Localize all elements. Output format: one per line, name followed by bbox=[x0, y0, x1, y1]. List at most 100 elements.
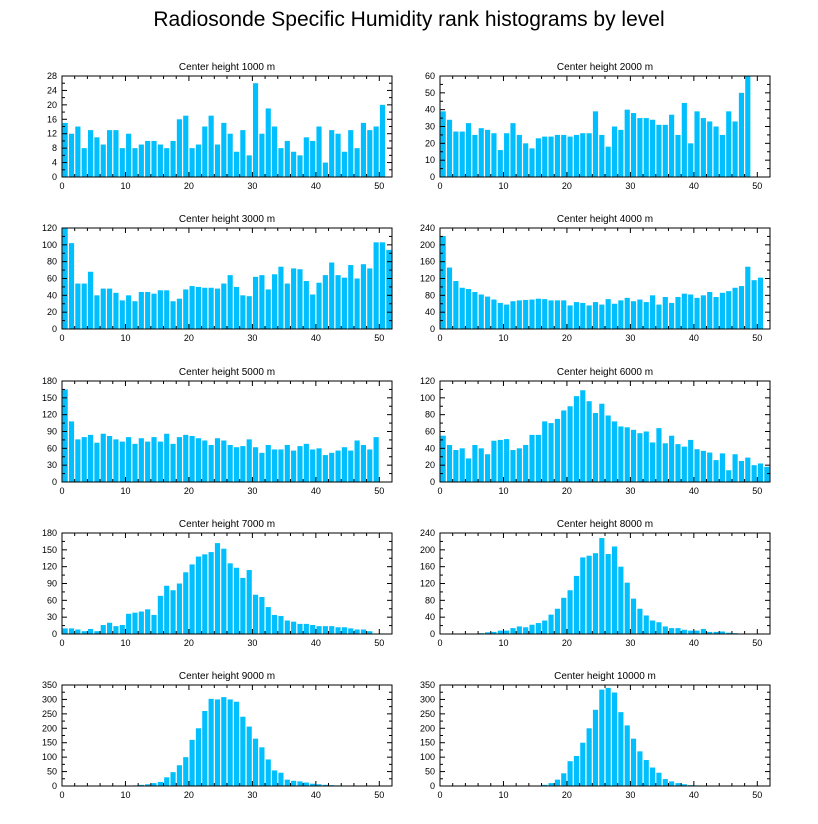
bar bbox=[75, 629, 81, 634]
y-tick-label: 80 bbox=[425, 410, 435, 420]
bar bbox=[68, 421, 75, 482]
bar bbox=[535, 298, 541, 329]
bar bbox=[157, 781, 163, 786]
x-tick-label: 50 bbox=[374, 181, 384, 191]
bar bbox=[335, 450, 341, 482]
bar bbox=[529, 624, 535, 634]
bar bbox=[732, 454, 738, 482]
bar bbox=[650, 295, 656, 329]
x-tick-label: 0 bbox=[59, 181, 64, 191]
y-tick-label: 150 bbox=[42, 545, 57, 555]
y-tick-label: 50 bbox=[425, 767, 435, 777]
bar bbox=[195, 438, 202, 482]
x-tick-label: 40 bbox=[689, 638, 699, 648]
bar bbox=[164, 585, 170, 634]
bar bbox=[561, 773, 567, 786]
y-tick-label: 80 bbox=[425, 595, 435, 605]
bar bbox=[170, 443, 176, 482]
bar bbox=[138, 291, 144, 329]
bar bbox=[738, 286, 745, 329]
bar bbox=[675, 628, 681, 634]
bar bbox=[732, 121, 738, 177]
bar bbox=[713, 297, 719, 329]
bar bbox=[637, 118, 643, 177]
bar bbox=[554, 300, 560, 329]
panel-9: Center height 9000 m 0 10 20 30 40 50 0 50 100 150… bbox=[42, 671, 393, 800]
x-tick-label: 20 bbox=[562, 638, 572, 648]
bar bbox=[662, 779, 668, 786]
x-tick-label: 0 bbox=[59, 333, 64, 343]
y-tick-label: 40 bbox=[425, 612, 435, 622]
y-tick-label: 160 bbox=[420, 562, 435, 572]
bar bbox=[478, 294, 484, 329]
panel-1: Center height 1000 m 0 10 20 30 40 50 0 4 8 12 16 20… bbox=[47, 62, 393, 191]
x-tick-label: 30 bbox=[625, 333, 635, 343]
bar bbox=[310, 294, 316, 329]
bar bbox=[707, 452, 713, 482]
bar bbox=[694, 297, 700, 329]
bar bbox=[183, 434, 189, 482]
bar bbox=[605, 687, 611, 786]
bar bbox=[164, 433, 170, 482]
x-tick-label: 30 bbox=[247, 486, 257, 496]
panel-8: Center height 8000 m 0 10 20 30 40 50 0 40 80 120 1… bbox=[420, 519, 771, 648]
y-tick-label: 100 bbox=[42, 752, 57, 762]
bar bbox=[523, 299, 529, 329]
plot-frame bbox=[439, 684, 771, 787]
bar bbox=[719, 631, 725, 634]
bar bbox=[586, 305, 592, 329]
bar bbox=[360, 444, 367, 482]
panel-title: Center height 4000 m bbox=[557, 214, 653, 225]
bar bbox=[100, 433, 106, 482]
bar bbox=[157, 290, 163, 329]
bar bbox=[630, 113, 637, 177]
y-tick-label: 40 bbox=[425, 443, 435, 453]
y-tick-label: 150 bbox=[420, 738, 435, 748]
bar bbox=[284, 620, 290, 634]
bar bbox=[700, 118, 706, 177]
bar bbox=[497, 150, 503, 177]
bar bbox=[208, 115, 214, 177]
x-tick-label: 0 bbox=[59, 790, 64, 800]
bar bbox=[611, 303, 618, 329]
bar bbox=[132, 443, 138, 482]
y-tick-label: 120 bbox=[42, 223, 57, 233]
bar bbox=[516, 626, 522, 634]
panel-title: Center height 1000 m bbox=[179, 62, 275, 73]
bar bbox=[151, 140, 157, 177]
bar bbox=[354, 278, 360, 329]
bar bbox=[573, 134, 580, 177]
bar bbox=[681, 102, 687, 177]
bar bbox=[68, 243, 75, 329]
bar bbox=[669, 628, 675, 634]
bar bbox=[453, 131, 459, 177]
bar bbox=[176, 298, 182, 329]
bar bbox=[504, 304, 510, 329]
bar bbox=[113, 626, 119, 634]
bar bbox=[599, 304, 605, 329]
bar bbox=[138, 784, 144, 786]
bar bbox=[465, 458, 472, 482]
bar bbox=[322, 275, 328, 329]
bar bbox=[745, 266, 751, 329]
y-tick-label: 24 bbox=[47, 85, 57, 95]
x-tick-label: 30 bbox=[247, 790, 257, 800]
bar bbox=[214, 699, 221, 786]
bar bbox=[529, 148, 535, 177]
bar bbox=[81, 283, 87, 329]
bar bbox=[643, 302, 649, 329]
x-tick-label: 30 bbox=[247, 181, 257, 191]
y-tick-label: 120 bbox=[420, 579, 435, 589]
y-tick-label: 50 bbox=[425, 88, 435, 98]
bar bbox=[764, 466, 770, 482]
bar bbox=[700, 628, 706, 634]
x-tick-label: 20 bbox=[562, 790, 572, 800]
bar bbox=[303, 443, 309, 482]
bar bbox=[688, 294, 694, 329]
bar bbox=[151, 614, 157, 634]
bar bbox=[643, 431, 649, 482]
bar bbox=[472, 291, 478, 329]
bar bbox=[329, 452, 335, 482]
bar bbox=[611, 546, 618, 634]
panel-title: Center height 7000 m bbox=[179, 519, 275, 530]
